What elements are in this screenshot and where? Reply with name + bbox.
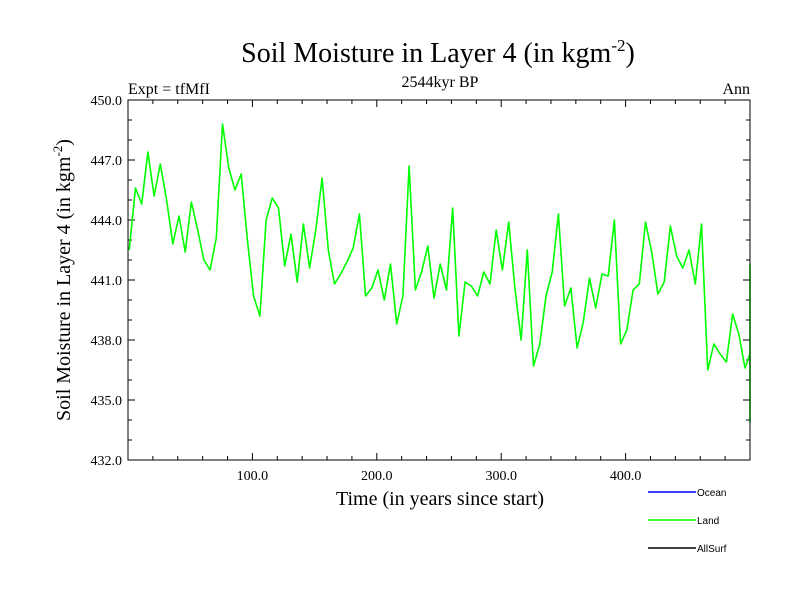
x-tick-label: 400.0 bbox=[610, 469, 642, 484]
y-axis-ticks: 432.0 435.0 438.0 441.0 444.0 447.0 450.0 bbox=[91, 94, 750, 469]
y-axis-title: Soil Moisture in Layer 4 (in kgm-2) bbox=[50, 139, 75, 421]
chart-title: Soil Moisture in Layer 4 (in kgm-2) bbox=[241, 36, 635, 69]
x-tick-label: 100.0 bbox=[237, 469, 269, 484]
period-label: 2544kyr BP bbox=[402, 74, 479, 91]
x-tick-label: 300.0 bbox=[485, 469, 517, 484]
y-tick-label: 447.0 bbox=[91, 154, 123, 169]
y-tick-label: 432.0 bbox=[91, 454, 123, 469]
y-tick-label: 441.0 bbox=[91, 274, 123, 289]
land-series-line bbox=[128, 123, 751, 423]
y-tick-label: 435.0 bbox=[91, 394, 123, 409]
x-axis-ticks: 100.0 200.0 300.0 400.0 bbox=[152, 100, 726, 484]
season-label: Ann bbox=[722, 81, 750, 98]
x-tick-label: 200.0 bbox=[361, 469, 393, 484]
y-tick-label: 444.0 bbox=[91, 214, 123, 229]
y-tick-label: 450.0 bbox=[91, 94, 123, 109]
experiment-label: Expt = tfMfI bbox=[128, 81, 210, 98]
plot-frame bbox=[127, 99, 751, 461]
legend-label-ocean: Ocean bbox=[697, 488, 726, 499]
legend-label-allsurf: AllSurf bbox=[697, 544, 727, 555]
legend: Ocean Land AllSurf bbox=[648, 488, 727, 555]
y-tick-label: 438.0 bbox=[91, 334, 123, 349]
svg-text:Soil Moisture in Layer 4 (in k: Soil Moisture in Layer 4 (in kgm-2) bbox=[50, 139, 75, 421]
x-axis-title: Time (in years since start) bbox=[336, 488, 544, 510]
legend-label-land: Land bbox=[697, 516, 719, 527]
